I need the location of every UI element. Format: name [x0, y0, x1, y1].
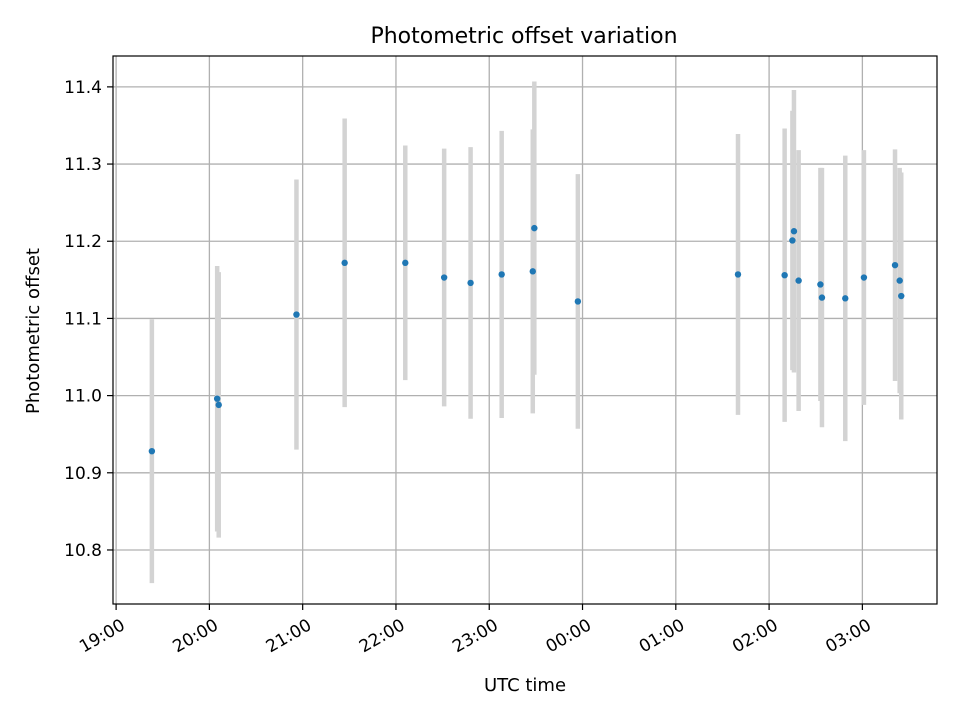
- data-point: [891, 261, 899, 269]
- y-tick-label: 11.4: [64, 78, 102, 98]
- y-tick-label: 11.0: [64, 387, 102, 407]
- data-point: [467, 279, 474, 287]
- data-point: [341, 259, 348, 267]
- data-point: [440, 274, 448, 281]
- y-tick-label: 11.3: [64, 155, 102, 175]
- data-point: [531, 224, 538, 232]
- data-point: [734, 271, 742, 278]
- chart-title: Photometric offset variation: [370, 24, 677, 49]
- x-axis-label: UTC time: [484, 675, 566, 696]
- data-point: [213, 395, 221, 402]
- plot-area-frame: [112, 55, 938, 605]
- y-tick-label: 11.1: [64, 309, 102, 329]
- data-point: [795, 277, 802, 284]
- data-point: [818, 294, 826, 301]
- y-tick-label: 10.9: [64, 464, 102, 484]
- data-point: [781, 272, 788, 279]
- data-point: [789, 237, 796, 244]
- data-point: [293, 311, 300, 318]
- data-point: [896, 277, 903, 284]
- data-point: [498, 271, 505, 278]
- data-point: [529, 268, 536, 275]
- data-point: [898, 292, 905, 300]
- y-axis-label: Photometric offset: [23, 248, 44, 414]
- data-point: [148, 447, 156, 455]
- y-tick-label: 10.8: [64, 541, 102, 561]
- data-point: [215, 401, 222, 409]
- data-point: [817, 281, 824, 288]
- data-point: [402, 259, 409, 267]
- data-point: [842, 295, 849, 302]
- data-point: [860, 274, 868, 281]
- y-tick-label: 11.2: [64, 232, 102, 252]
- data-points: [148, 224, 905, 455]
- data-point: [574, 298, 582, 305]
- data-point: [790, 228, 798, 235]
